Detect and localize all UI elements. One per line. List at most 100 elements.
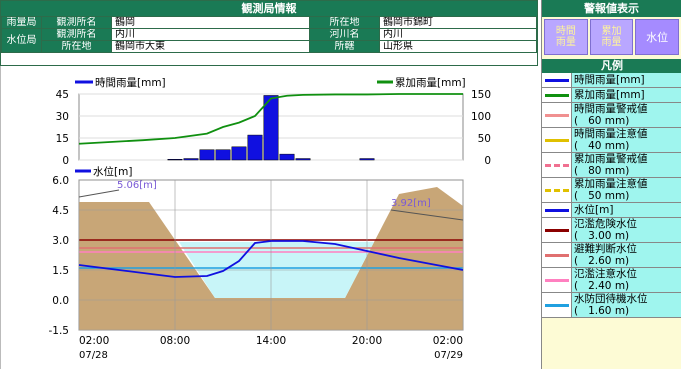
label-location-2: 所在地 [41,40,112,53]
legend-item: 累加雨量注意値 ( 50 mm) [542,178,681,203]
legend-label: 水防団待機水位 ( 1.60 m) [574,293,648,317]
legend-swatch [542,268,572,292]
kind-rain-station: 雨量局 [1,16,42,29]
water-level-warning-label: 水位 [646,30,669,44]
value-name-1: 鶴岡 [111,16,310,29]
label-location-1: 所在地 [309,16,380,29]
rain-bar [231,146,247,161]
rain-left-tick: 30 [56,111,69,123]
cumulative-rain-warning-button[interactable]: 累加 雨量 [589,19,634,55]
legend-item: 累加雨量警戒値 ( 80 mm) [542,153,681,178]
x-tick-label: 02:00 [79,335,109,347]
cumulative-legend-label: 累加雨量[mm] [395,77,466,89]
legend-label: 累加雨量警戒値 ( 80 mm) [574,153,648,177]
observation-chart: 0 15 30 45 0 50 100 150 -1.5 0.0 1.5 3.0 4.5 6.0 02:0… [49,77,492,361]
value-river: 内川 [379,28,537,41]
legend-label: 氾濫危険水位 ( 3.00 m) [574,218,637,242]
date-left-label: 07/28 [79,350,108,361]
legend-label: 累加雨量注意値 ( 50 mm) [574,178,648,202]
legend-label: 時間雨量注意値 ( 40 mm) [574,128,648,152]
legend-swatch [542,218,572,242]
legend-item: 水位[m] [542,203,681,218]
legend-title: 凡例 [542,59,681,73]
rain-left-tick: 45 [56,89,69,101]
hourly-rain-warning-button[interactable]: 時間 雨量 [544,19,588,55]
legend-swatch [542,128,572,152]
annotation-left: 5.06[m] [117,180,157,191]
legend-panel: 凡例 時間雨量[mm] 累加雨量[mm] 時間雨量警戒値 ( 60 mm) 時間雨量注… [542,59,681,318]
rain-bar [279,153,295,161]
chart-panel: 0 15 30 45 0 50 100 150 -1.5 0.0 1.5 3.0 4.5 6.0 02:0… [0,66,538,369]
rain-left-tick: 15 [56,133,69,145]
water-y-tick: 0.0 [52,295,69,307]
x-tick-label: 08:00 [160,335,190,347]
label-name-1: 観測所名 [41,16,112,29]
water-level-line [78,240,464,278]
legend-label: 水位[m] [574,204,614,216]
label-name-2: 観測所名 [41,28,112,41]
legend-item: 氾濫危険水位 ( 3.00 m) [542,218,681,243]
value-jurisdiction: 山形県 [379,40,537,53]
legend-item: 時間雨量[mm] [542,73,681,88]
rain-right-tick: 150 [471,89,491,101]
rain-right-tick: 0 [484,155,491,167]
rain-bar [359,158,375,161]
legend-swatch [542,88,572,102]
legend-swatch [542,243,572,267]
annotation-right: 3.92[m] [391,198,431,209]
x-tick-label: 20:00 [352,335,382,347]
station-info-title: 観測局情報 [1,1,537,16]
x-tick-label: 14:00 [256,335,286,347]
water-y-tick: 1.5 [52,265,69,277]
legend-swatch [542,203,572,217]
station-info-panel: 観測局情報 雨量局 観測所名 鶴岡 所在地 鶴岡市錦町 水位局 観測所名 内川 … [0,0,538,66]
water-y-tick: -1.5 [49,325,70,337]
water-y-tick: 3.0 [52,235,69,247]
legend-swatch [542,103,572,127]
water-y-tick: 4.5 [52,205,69,217]
rain-left-tick: 0 [62,155,69,167]
legend-label: 氾濫注意水位 ( 2.40 m) [574,268,637,292]
legend-item: 避難判断水位 ( 2.60 m) [542,243,681,268]
value-location-1: 鶴岡市錦町 [379,16,537,29]
legend-list: 時間雨量[mm] 累加雨量[mm] 時間雨量警戒値 ( 60 mm) 時間雨量注意値 … [542,73,681,318]
rain-right-tick: 100 [471,111,491,123]
legend-swatch [542,178,572,202]
rain-bar [263,95,279,161]
legend-item: 水防団待機水位 ( 1.60 m) [542,293,681,318]
rain-bar [247,134,263,161]
cumulative-rain-line [78,93,463,145]
legend-label: 避難判断水位 ( 2.60 m) [574,243,637,267]
legend-label: 時間雨量[mm] [574,74,645,86]
annotation-left-line [78,189,120,198]
x-tick-label: 02:00 [433,335,463,347]
legend-item: 時間雨量注意値 ( 40 mm) [542,128,681,153]
kind-water-station: 水位局 [1,28,42,53]
rain-bar [215,149,231,161]
annotation-right-line [390,209,464,221]
legend-swatch [542,73,572,87]
legend-item: 時間雨量警戒値 ( 60 mm) [542,103,681,128]
legend-swatch [542,153,572,177]
label-jurisdiction: 所轄 [309,40,380,53]
legend-label: 累加雨量[mm] [574,89,645,101]
water-level-warning-button[interactable]: 水位 [635,19,680,55]
cumulative-rain-warning-label: 累加 雨量 [601,26,622,48]
rain-bar [295,158,311,161]
rain-legend-label: 時間雨量[mm] [95,77,166,89]
value-name-2: 内川 [111,28,310,41]
warning-mode-buttons: 時間 雨量 累加 雨量 水位 [542,17,681,57]
legend-item: 累加雨量[mm] [542,88,681,103]
rain-bar [183,158,199,161]
right-panel: 警報値表示 時間 雨量 累加 雨量 水位 凡例 時間雨量[mm] 累加雨量[mm]… [541,0,681,369]
legend-swatch [542,293,572,317]
hourly-rain-warning-label: 時間 雨量 [555,26,576,48]
rain-bar [167,159,183,161]
value-location-2: 鶴岡市大東 [111,40,310,53]
legend-label: 時間雨量警戒値 ( 60 mm) [574,103,648,127]
water-y-tick: 6.0 [52,175,69,187]
label-river: 河川名 [309,28,380,41]
station-info-table: 雨量局 観測所名 鶴岡 所在地 鶴岡市錦町 水位局 観測所名 内川 河川名 内川… [1,16,537,53]
warning-panel-title: 警報値表示 [542,0,681,17]
rain-right-tick: 50 [478,133,491,145]
